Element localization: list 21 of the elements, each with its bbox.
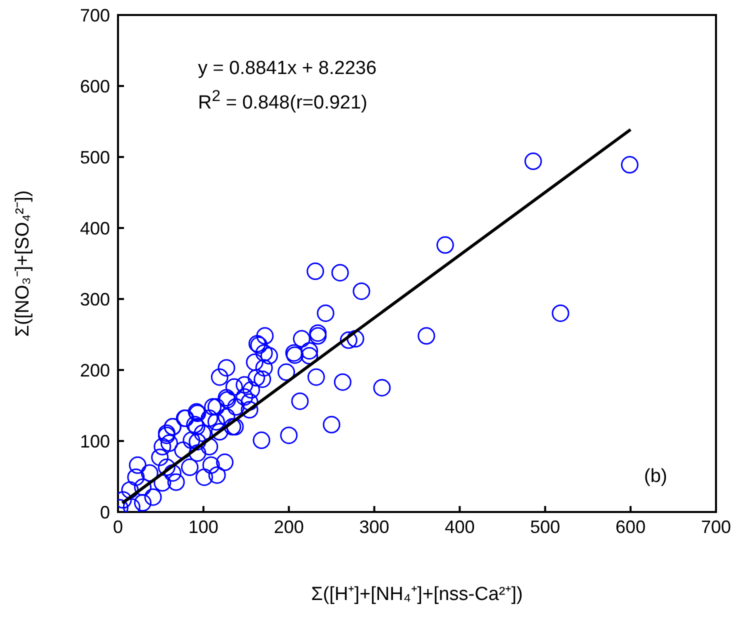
y-axis-title: Σ([NO₃⁻]+[SO₄²⁻]) <box>12 190 34 337</box>
y-tick-label: 400 <box>80 218 110 238</box>
y-tick-label: 500 <box>80 147 110 168</box>
x-tick-label: 300 <box>359 516 390 537</box>
x-tick-label: 400 <box>444 516 475 537</box>
y-tick-label: 0 <box>100 502 110 522</box>
y-tick-label: 600 <box>80 76 110 96</box>
y-tick-label: 700 <box>80 5 110 26</box>
annotation: y = 0.8841x + 8.2236 <box>198 58 377 80</box>
annotation: (b) <box>644 466 668 488</box>
x-tick-label: 200 <box>274 516 304 537</box>
y-tick-label: 200 <box>80 360 110 380</box>
x-tick-label: 500 <box>530 516 560 537</box>
x-tick-label: 600 <box>616 516 646 537</box>
x-tick-label: 700 <box>700 516 732 537</box>
x-axis-title: Σ([H⁺]+[NH₄⁺]+[nss-Ca²⁺]) <box>311 584 523 605</box>
x-tick-label: 100 <box>188 516 218 537</box>
annotation: R$^{2}$ = 0.848(r=0.921) <box>198 88 368 114</box>
x-tick-label: 0 <box>112 516 124 537</box>
y-tick-label: 100 <box>80 431 110 452</box>
y-tick-label: 300 <box>80 289 110 310</box>
